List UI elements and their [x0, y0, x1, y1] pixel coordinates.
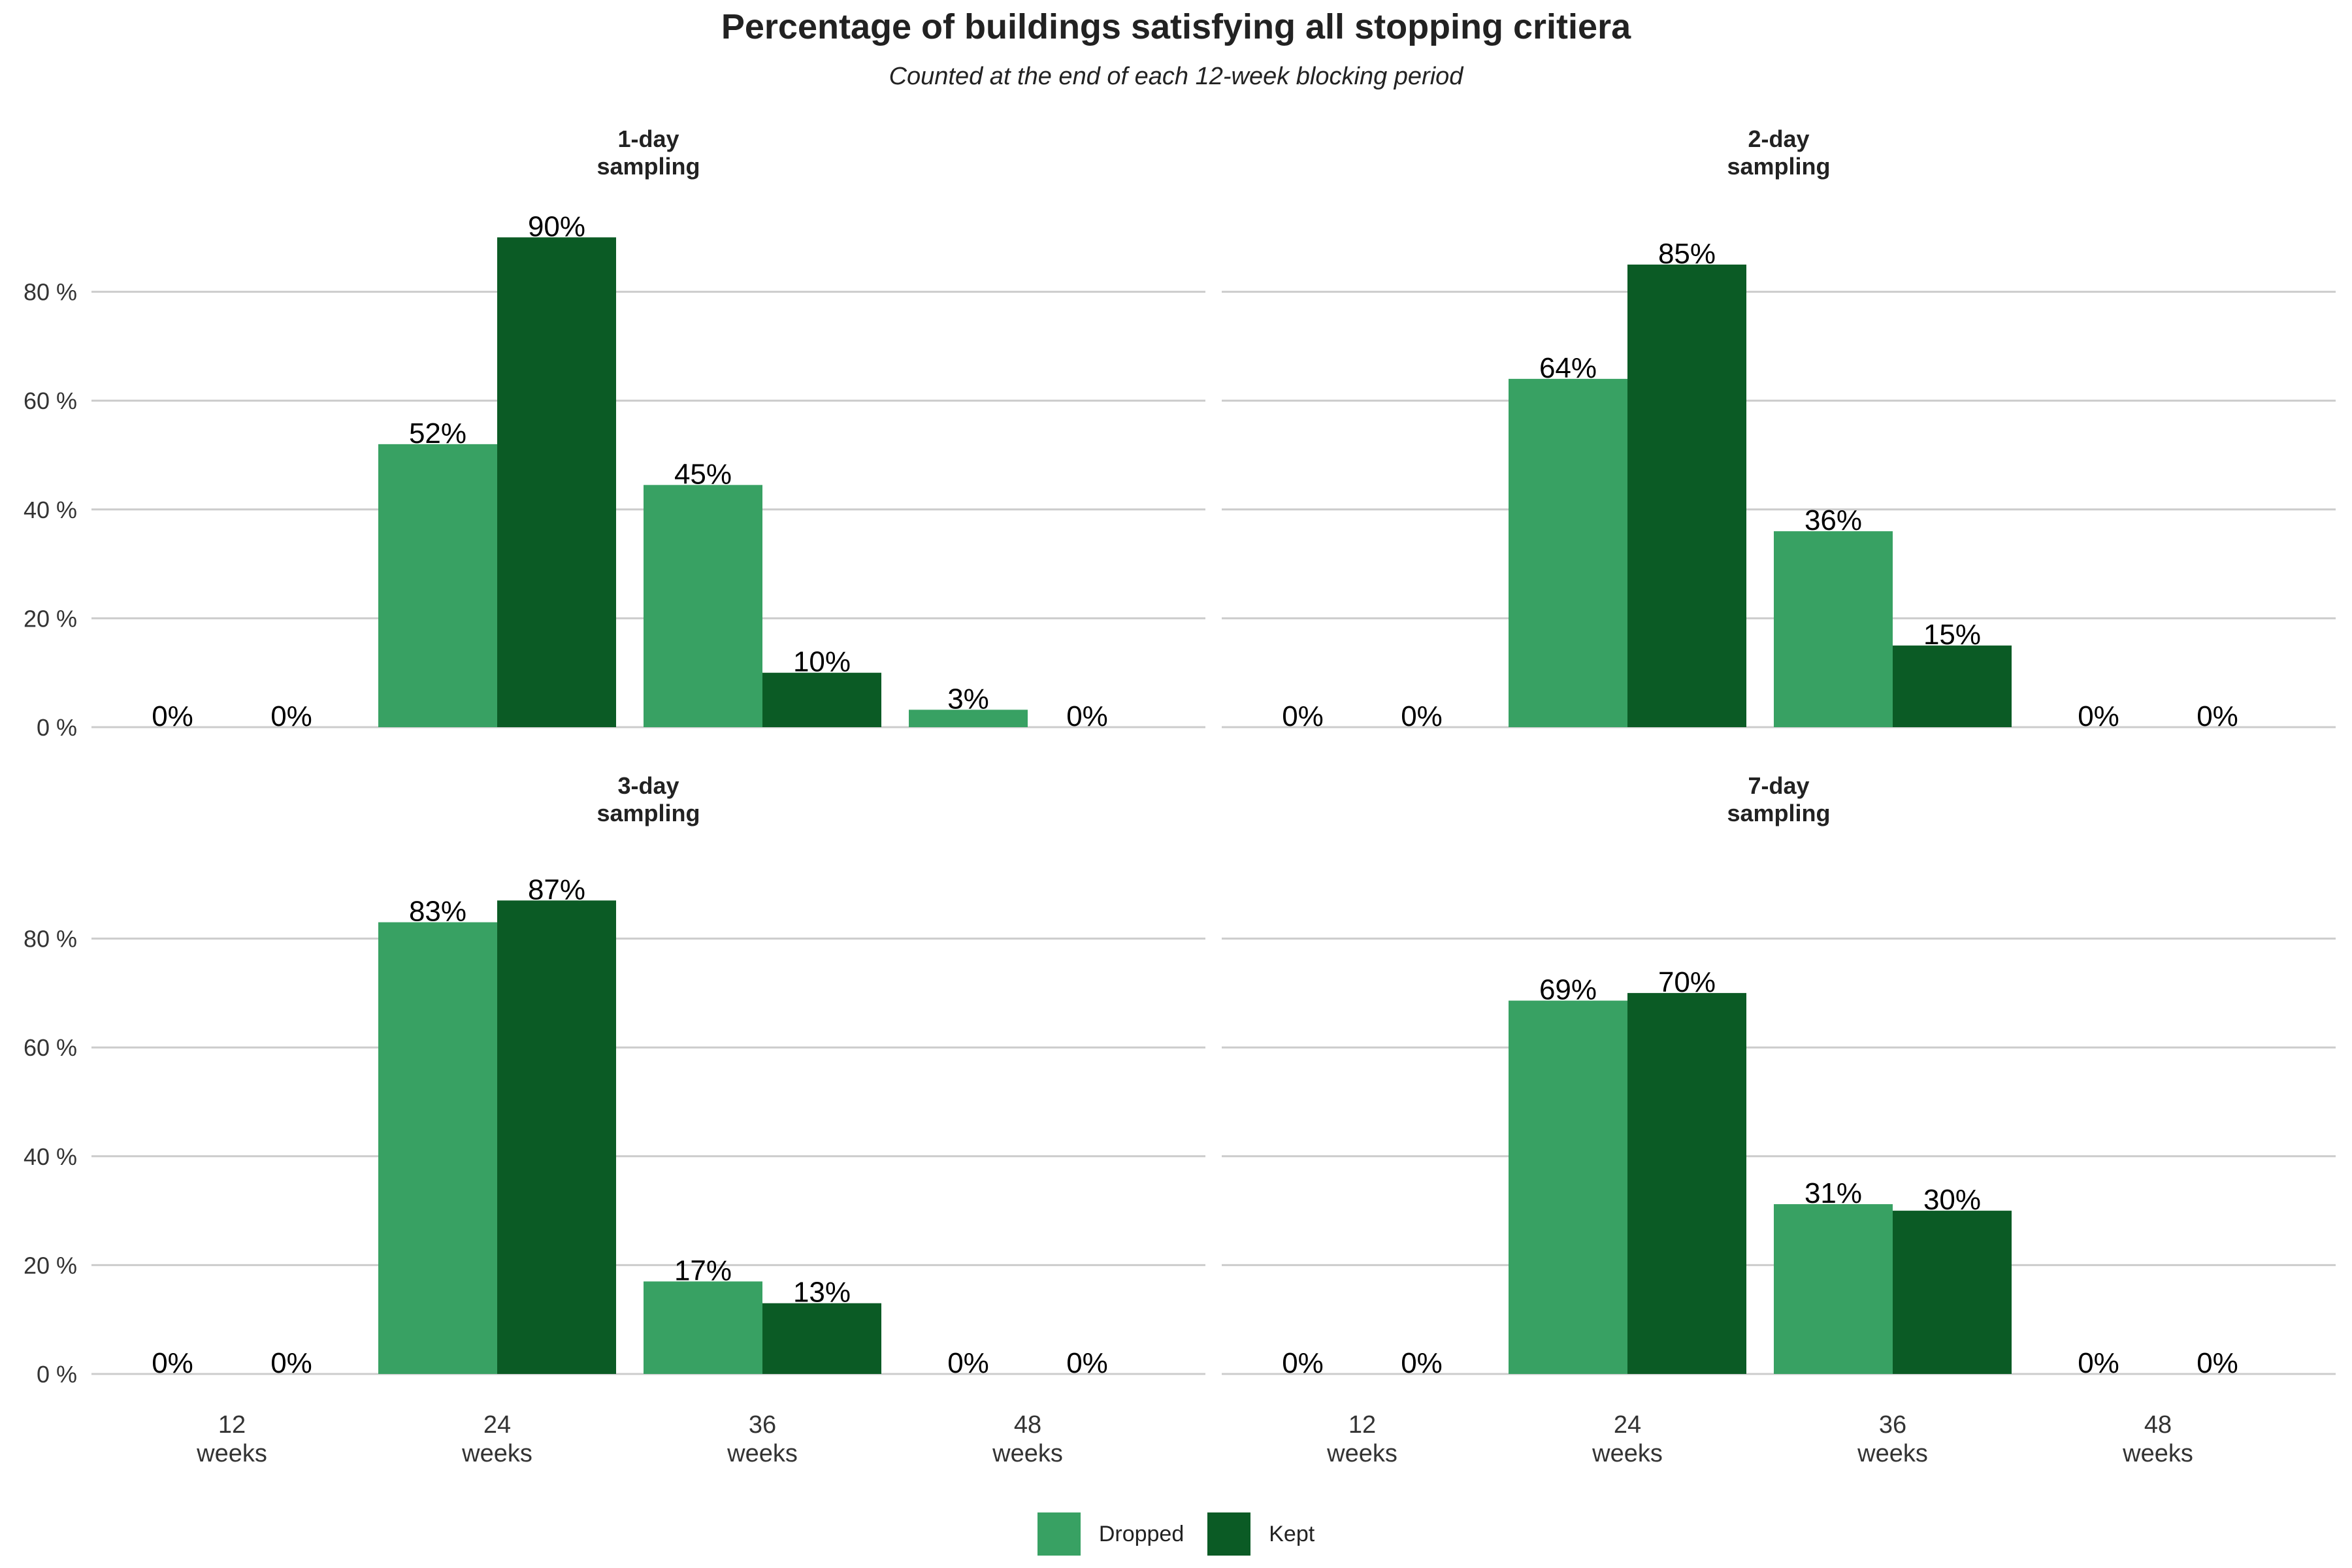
bar-dropped — [378, 922, 497, 1374]
bar-kept — [497, 900, 616, 1374]
data-label: 87% — [528, 874, 585, 906]
y-tick-label: 40 % — [24, 1143, 77, 1170]
y-tick-label: 80 % — [24, 279, 77, 306]
x-tick-label: weeks — [2122, 1440, 2193, 1467]
data-label: 0% — [2197, 1347, 2238, 1379]
legend: Dropped Kept — [0, 1512, 2352, 1556]
data-label: 0% — [270, 1347, 312, 1379]
facet-title: 1-day — [617, 125, 679, 152]
y-tick-label: 0 % — [37, 714, 77, 741]
data-label: 52% — [409, 417, 466, 449]
facet-title: sampling — [596, 153, 700, 180]
facet-title: 7-day — [1748, 772, 1809, 799]
data-label: 0% — [1401, 700, 1443, 732]
facet-title: sampling — [596, 800, 700, 826]
bar-kept — [762, 1303, 881, 1374]
x-tick-label: 36 — [749, 1411, 776, 1439]
data-label: 17% — [674, 1254, 732, 1286]
data-label: 31% — [1805, 1177, 1862, 1209]
data-label: 0% — [1282, 1347, 1324, 1379]
y-tick-label: 0 % — [37, 1361, 77, 1388]
bar-dropped — [909, 710, 1028, 727]
facet-title: sampling — [1727, 800, 1830, 826]
data-label: 0% — [2197, 700, 2238, 732]
x-tick-label: 24 — [1614, 1411, 1641, 1439]
y-tick-label: 60 % — [24, 387, 77, 414]
legend-swatch-dropped — [1037, 1512, 1081, 1556]
bar-kept — [762, 672, 881, 727]
data-label: 0% — [1066, 1347, 1108, 1379]
legend-swatch-kept — [1207, 1512, 1251, 1556]
data-label: 64% — [1539, 352, 1597, 384]
bar-kept — [1627, 264, 1746, 727]
bar-dropped — [644, 485, 762, 727]
y-tick-label: 20 % — [24, 1252, 77, 1279]
x-tick-label: weeks — [1857, 1440, 1928, 1467]
data-label: 0% — [270, 700, 312, 732]
y-tick-label: 20 % — [24, 605, 77, 632]
data-label: 0% — [1282, 700, 1324, 732]
chart-title: Percentage of buildings satisfying all s… — [721, 7, 1631, 46]
bar-kept — [497, 237, 616, 727]
facet-title: sampling — [1727, 153, 1830, 180]
x-tick-label: weeks — [196, 1440, 267, 1467]
chart-subtitle: Counted at the end of each 12-week block… — [889, 63, 1463, 90]
x-tick-label: 48 — [2144, 1411, 2172, 1439]
legend-item-kept: Kept — [1207, 1512, 1315, 1556]
data-label: 36% — [1805, 504, 1862, 536]
y-tick-label: 40 % — [24, 497, 77, 523]
bar-kept — [1893, 1211, 2012, 1374]
bar-dropped — [1774, 1204, 1893, 1374]
y-tick-label: 60 % — [24, 1034, 77, 1061]
facet-title: 3-day — [617, 772, 679, 799]
bar-kept — [1893, 645, 2012, 727]
bar-dropped — [1509, 1000, 1627, 1374]
data-label: 90% — [528, 210, 585, 242]
data-label: 0% — [152, 700, 193, 732]
x-tick-label: 24 — [483, 1411, 511, 1439]
legend-label-kept: Kept — [1269, 1521, 1315, 1546]
data-label: 0% — [1401, 1347, 1443, 1379]
bar-kept — [1627, 992, 1746, 1374]
legend-label-dropped: Dropped — [1098, 1521, 1184, 1546]
x-tick-label: 36 — [1879, 1411, 1906, 1439]
facet-title: 2-day — [1748, 125, 1809, 152]
x-tick-label: 48 — [1014, 1411, 1041, 1439]
data-label: 3% — [947, 683, 989, 715]
data-label: 0% — [1066, 700, 1108, 732]
x-tick-label: weeks — [727, 1440, 798, 1467]
x-tick-label: weeks — [461, 1440, 532, 1467]
bar-dropped — [1774, 531, 1893, 727]
data-label: 30% — [1923, 1184, 1981, 1216]
legend-item-dropped: Dropped — [1037, 1512, 1184, 1556]
data-label: 0% — [2078, 700, 2119, 732]
data-label: 0% — [947, 1347, 989, 1379]
bar-dropped — [378, 444, 497, 727]
data-label: 85% — [1658, 238, 1716, 270]
data-label: 69% — [1539, 974, 1597, 1006]
bar-dropped — [1509, 378, 1627, 727]
x-tick-label: 12 — [218, 1411, 246, 1439]
x-tick-label: weeks — [1326, 1440, 1397, 1467]
data-label: 13% — [793, 1277, 851, 1309]
x-tick-label: weeks — [992, 1440, 1063, 1467]
data-label: 15% — [1923, 619, 1981, 651]
x-tick-label: weeks — [1592, 1440, 1663, 1467]
bar-dropped — [644, 1281, 762, 1374]
x-tick-label: 12 — [1348, 1411, 1376, 1439]
data-label: 45% — [674, 458, 732, 490]
data-label: 0% — [2078, 1347, 2119, 1379]
data-label: 83% — [409, 896, 466, 928]
y-tick-label: 80 % — [24, 926, 77, 953]
data-label: 10% — [793, 646, 851, 678]
data-label: 0% — [152, 1347, 193, 1379]
data-label: 70% — [1658, 966, 1716, 998]
